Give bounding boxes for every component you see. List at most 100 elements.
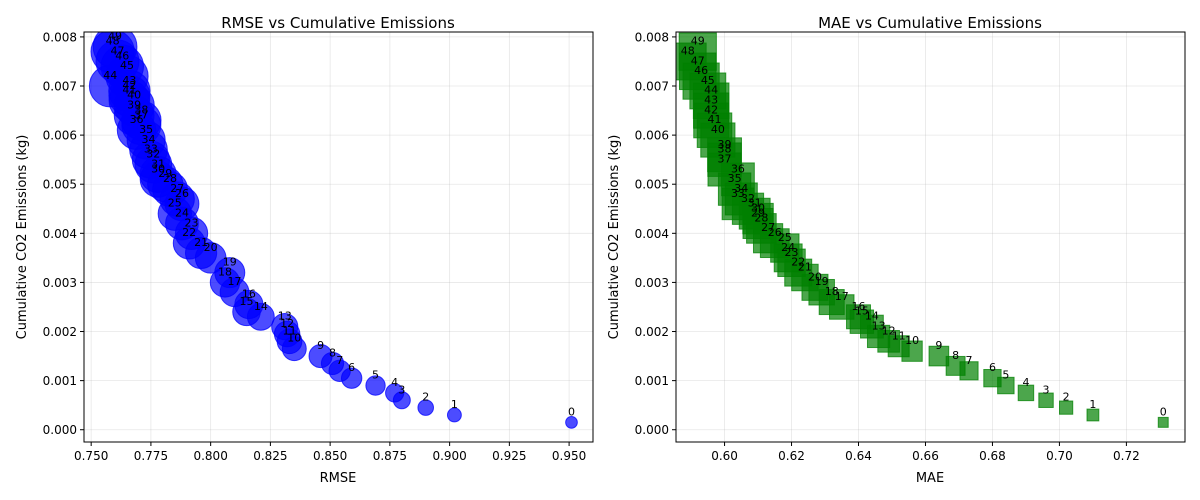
- mae-point-label: 6: [989, 361, 996, 374]
- mae-point-label: 47: [691, 54, 705, 67]
- rmse-point: [271, 313, 299, 341]
- mae-point-label: 0: [1160, 405, 1167, 418]
- mae-point-label: 8: [952, 349, 959, 362]
- rmse-point-label: 16: [242, 288, 256, 301]
- rmse-point-label: 6: [348, 361, 355, 374]
- mae-point: [928, 345, 950, 367]
- mae-point-label: 1: [1089, 398, 1096, 411]
- rmse-point-label: 24: [175, 206, 189, 219]
- rmse-point-label: 21: [194, 236, 208, 249]
- mae-point-label: 2: [1063, 391, 1070, 404]
- mae-point-label: 20: [808, 270, 822, 283]
- rmse-point: [417, 399, 434, 416]
- mae-y-tick-label: 0.005: [635, 178, 669, 192]
- mae-x-tick-label: 0.60: [711, 449, 738, 463]
- mae-point-label: 19: [815, 275, 829, 288]
- mae-point-label: 44: [704, 84, 718, 97]
- rmse-y-axis: 0.000 0.001 0.002 0.003 0.004 0.005 0.006 0.007…: [43, 30, 84, 437]
- rmse-point-label: 40: [127, 89, 141, 102]
- rmse-y-tick-label: 0.002: [43, 325, 77, 339]
- rmse-point-label: 49: [108, 30, 122, 43]
- mae-point: [1157, 416, 1169, 428]
- mae-point-label: 48: [681, 44, 695, 57]
- mae-y-tick-label: 0.008: [635, 30, 669, 44]
- mae-y-tick-label: 0.006: [635, 129, 669, 143]
- rmse-point-label: 3: [398, 383, 405, 396]
- mae-point-label: 28: [754, 211, 768, 224]
- rmse-chart: RMSE vs Cumulative Emissions 01234567891…: [15, 14, 594, 486]
- rmse-x-axis-label: RMSE: [320, 471, 357, 486]
- rmse-point: [385, 383, 405, 403]
- rmse-x-axis: 0.750 0.775 0.800 0.825 0.850 0.875 0.900 0.925…: [74, 442, 586, 463]
- mae-y-tick-label: 0.007: [635, 80, 669, 94]
- rmse-y-tick-label: 0.000: [43, 423, 77, 437]
- rmse-point-label: 18: [218, 265, 232, 278]
- mae-x-tick-label: 0.62: [778, 449, 805, 463]
- mae-y-tick-label: 0.001: [635, 374, 669, 388]
- rmse-point-label: 43: [122, 74, 136, 87]
- mae-x-tick-label: 0.70: [1046, 449, 1073, 463]
- rmse-y-tick-label: 0.004: [43, 227, 77, 241]
- rmse-x-tick-label: 0.750: [74, 449, 108, 463]
- rmse-point-label: 7: [336, 354, 343, 367]
- rmse-y-tick-label: 0.006: [43, 129, 77, 143]
- mae-point-label: 22: [791, 256, 805, 269]
- mae-x-tick-label: 0.64: [845, 449, 872, 463]
- rmse-y-tick-label: 0.003: [43, 276, 77, 290]
- rmse-point-label: 8: [329, 346, 336, 359]
- mae-point: [678, 32, 717, 71]
- mae-point-label: 38: [718, 143, 732, 156]
- mae-y-tick-label: 0.002: [635, 325, 669, 339]
- mae-point-label: 31: [748, 197, 762, 210]
- rmse-point-label: 34: [142, 133, 156, 146]
- mae-y-axis-label: Cumulative CO2 Emissions (kg): [607, 135, 622, 340]
- rmse-point-label: 48: [106, 35, 120, 48]
- mae-point-label: 16: [852, 300, 866, 313]
- mae-y-tick-label: 0.004: [635, 227, 669, 241]
- rmse-point-label: 46: [115, 49, 129, 62]
- mae-point-label: 42: [704, 103, 718, 116]
- rmse-point-labels: 0123456789101112131415161718192021222324…: [103, 30, 575, 419]
- mae-point-label: 9: [935, 339, 942, 352]
- mae-point-labels: 0123456789101112131415161718192021222324…: [681, 35, 1167, 419]
- rmse-point-label: 10: [287, 332, 301, 345]
- mae-point-label: 24: [781, 241, 795, 254]
- rmse-point-label: 36: [130, 113, 144, 126]
- mae-point-label: 14: [865, 310, 879, 323]
- rmse-point-label: 45: [120, 59, 134, 72]
- mae-point-label: 13: [872, 319, 886, 332]
- rmse-grid: [84, 32, 593, 442]
- rmse-point-label: 2: [422, 391, 429, 404]
- rmse-y-tick-label: 0.001: [43, 374, 77, 388]
- rmse-point-label: 19: [223, 256, 237, 269]
- rmse-x-tick-label: 0.775: [134, 449, 168, 463]
- mae-point-label: 12: [882, 324, 896, 337]
- rmse-point-label: 9: [317, 339, 324, 352]
- mae-point-label: 18: [825, 285, 839, 298]
- rmse-point-label: 29: [158, 167, 172, 180]
- rmse-x-tick-label: 0.825: [253, 449, 287, 463]
- rmse-x-tick-label: 0.850: [313, 449, 347, 463]
- rmse-y-axis-label: Cumulative CO2 Emissions (kg): [15, 135, 30, 340]
- rmse-point-label: 44: [103, 69, 117, 82]
- mae-x-axis-label: MAE: [916, 471, 944, 486]
- rmse-point: [92, 32, 138, 70]
- mae-point-label: 7: [966, 354, 973, 367]
- rmse-chart-title: RMSE vs Cumulative Emissions: [221, 14, 455, 32]
- mae-point-label: 17: [835, 290, 849, 303]
- rmse-plot-frame: [83, 31, 594, 443]
- rmse-point-label: 4: [391, 376, 398, 389]
- mae-point-label: 41: [708, 113, 722, 126]
- mae-point-label: 45: [701, 74, 715, 87]
- mae-x-tick-label: 0.68: [979, 449, 1006, 463]
- mae-chart: MAE vs Cumulative Emissions 012345678910…: [607, 14, 1186, 486]
- mae-point-label: 39: [718, 138, 732, 151]
- rmse-point-label: 37: [134, 108, 148, 121]
- mae-x-axis: 0.60 0.62 0.64 0.66 0.68 0.70 0.72: [711, 442, 1140, 463]
- mae-x-tick-label: 0.72: [1113, 449, 1140, 463]
- rmse-point-label: 1: [451, 398, 458, 411]
- rmse-points: [88, 32, 578, 429]
- rmse-point-label: 13: [278, 310, 292, 323]
- mae-y-tick-label: 0.000: [635, 423, 669, 437]
